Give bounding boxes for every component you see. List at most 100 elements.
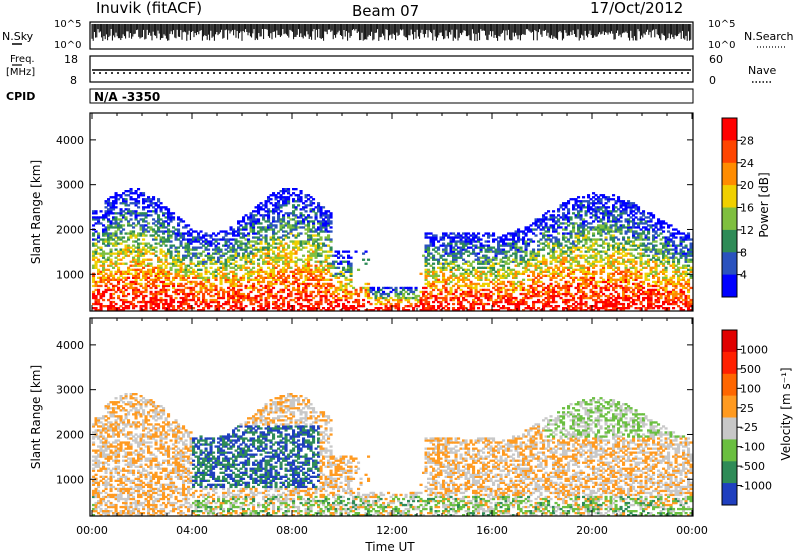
heatmap-cell [514,282,518,286]
heatmap-cell [332,284,336,288]
heatmap-cell [274,224,278,227]
heatmap-cell [297,278,301,281]
heatmap-cell [284,276,288,279]
heatmap-cell [299,270,303,273]
heatmap-cell [177,230,181,233]
heatmap-cell [309,230,313,233]
heatmap-cell [222,274,226,277]
heatmap-cell [189,232,193,235]
heatmap-cell [294,220,298,223]
heatmap-cell [224,278,228,281]
heatmap-cell [302,290,306,294]
heatmap-cell [549,254,553,257]
heatmap-cell [512,284,516,288]
heatmap-cell [559,288,563,292]
heatmap-cell [319,298,323,302]
heatmap-cell [412,292,416,296]
heatmap-cell [287,288,291,292]
heatmap-cell [434,246,438,249]
heatmap-cell [369,290,373,294]
nave-dot [381,72,383,74]
heatmap-cell [232,256,236,259]
heatmap-cell [314,206,318,209]
heatmap-cell [112,208,116,211]
heatmap-cell [529,254,533,257]
heatmap-cell [134,198,138,201]
heatmap-cell [347,292,351,296]
heatmap-cell [514,256,518,259]
heatmap-cell [222,307,226,310]
heatmap-cell [509,268,513,271]
heatmap-cell [169,282,173,286]
heatmap-cell [244,272,248,275]
heatmap-cell [269,244,273,247]
heatmap-cell [179,268,183,271]
heatmap-cell [292,246,296,249]
heatmap-cell [232,300,236,304]
heatmap-cell [162,206,166,209]
heatmap-cell [302,240,306,243]
heatmap-cell [492,292,496,296]
heatmap-cell [94,294,98,298]
heatmap-cell [324,224,328,227]
heatmap-cell [227,238,231,241]
heatmap-cell [142,226,146,229]
nave-dot [147,72,149,74]
heatmap-cell [402,309,406,312]
heatmap-cell [292,260,296,263]
heatmap-cell [319,254,323,257]
nave-dot [159,72,161,74]
heatmap-cell [419,300,423,304]
heatmap-cell [262,236,266,239]
heatmap-cell [499,268,503,271]
heatmap-cell [177,250,181,253]
heatmap-cell [177,274,181,277]
heatmap-cell [457,309,461,312]
heatmap-cell [344,276,348,279]
freq-label-line2: [MHz] [6,67,35,78]
heatmap-cell [304,264,308,267]
heatmap-cell [232,248,236,251]
heatmap-cell [339,296,343,300]
heatmap-cell [319,236,323,239]
heatmap-cell [299,212,303,215]
heatmap-cell [234,290,238,294]
heatmap-cell [257,268,261,271]
heatmap-cell [539,228,543,231]
heatmap-cell [247,252,251,255]
heatmap-cell [132,264,136,267]
heatmap-cell [302,280,306,284]
heatmap-cell [164,254,168,257]
heatmap-cell [319,300,323,304]
heatmap-cell [144,274,148,277]
heatmap-cell [444,305,448,308]
heatmap-cell [509,232,513,235]
heatmap-cell [469,272,473,275]
heatmap-cell [422,302,426,306]
heatmap-cell [144,288,148,292]
heatmap-cell [242,296,246,300]
heatmap-cell [482,262,486,265]
heatmap-cell [492,238,496,241]
heatmap-cell [349,266,353,269]
heatmap-cell [512,268,516,271]
heatmap-cell [159,268,163,271]
heatmap-cell [539,268,543,271]
heatmap-cell [209,294,213,298]
heatmap-cell [432,294,436,298]
heatmap-cell [94,300,98,304]
heatmap-cell [254,276,258,279]
heatmap-cell [477,298,481,302]
heatmap-cell [519,300,523,304]
heatmap-cell [357,305,361,308]
heatmap-cell [94,280,98,284]
heatmap-cell [259,208,263,211]
heatmap-cell [252,298,256,302]
heatmap-cell [137,212,141,215]
heatmap-cell [317,284,321,288]
heatmap-cell [289,230,293,233]
heatmap-cell [484,256,488,259]
heatmap-cell [162,305,166,308]
heatmap-cell [449,270,453,273]
heatmap-cell [102,240,106,243]
